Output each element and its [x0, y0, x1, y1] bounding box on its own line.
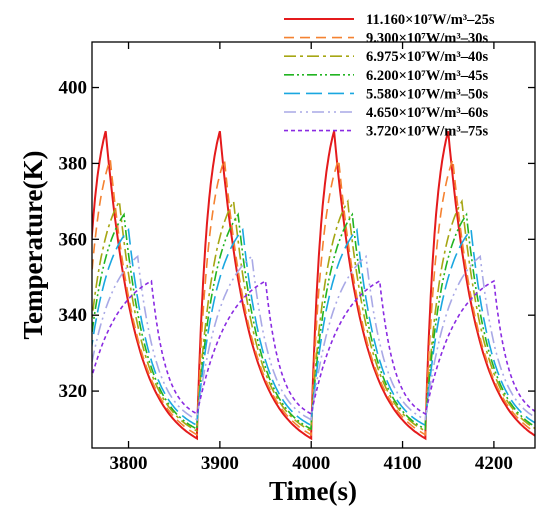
y-tick-label: 340: [59, 305, 88, 326]
legend-label: 6.200×10⁷W/m³–45s: [366, 68, 488, 84]
x-tick-label: 4000: [292, 453, 330, 474]
plot-frame: [91, 41, 536, 449]
series-line: [92, 279, 535, 416]
series-line: [92, 212, 535, 431]
legend: 11.160×10⁷W/m³–25s 9.300×10⁷W/m³–30s 6.975…: [284, 12, 495, 140]
legend-label: 9.300×10⁷W/m³–30s: [366, 31, 488, 47]
x-axis-title: Time(s): [269, 476, 357, 506]
y-tick-label: 360: [59, 229, 88, 250]
x-tick-label: 3900: [201, 453, 239, 474]
legend-label: 4.650×10⁷W/m³–60s: [366, 105, 488, 121]
legend-label: 5.580×10⁷W/m³–50s: [366, 86, 488, 102]
series-line: [92, 198, 535, 433]
x-tick-label: 3800: [110, 453, 148, 474]
legend-label: 6.975×10⁷W/m³–40s: [366, 49, 488, 65]
legend-label: 11.160×10⁷W/m³–25s: [366, 12, 495, 28]
x-axis-ticks: 3800 3900 4000 4100 4200: [110, 42, 513, 474]
y-axis-title: Temperature(K): [18, 151, 48, 340]
y-axis-ticks: 320 340 360 380 400: [59, 78, 535, 402]
series-line: [92, 227, 535, 427]
series-line: [92, 159, 535, 437]
x-tick-label: 4100: [384, 453, 422, 474]
y-tick-label: 320: [59, 381, 88, 402]
series-curves: [92, 130, 535, 441]
series-line: [92, 130, 535, 441]
y-tick-label: 380: [59, 153, 88, 174]
series-line: [92, 254, 535, 421]
x-tick-label: 4200: [475, 453, 513, 474]
legend-label: 3.720×10⁷W/m³–75s: [366, 124, 488, 140]
y-tick-label: 400: [59, 78, 88, 99]
